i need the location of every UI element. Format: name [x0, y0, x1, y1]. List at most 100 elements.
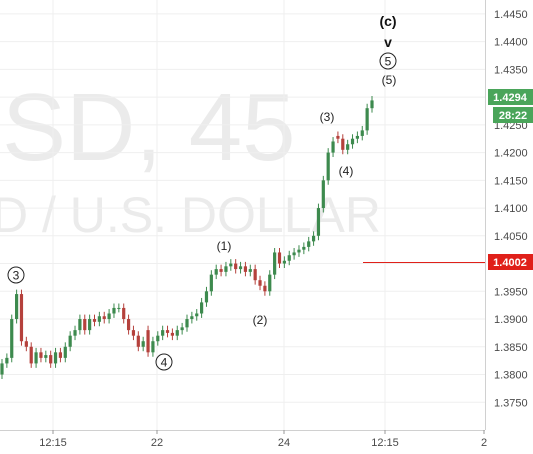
candle-body	[34, 352, 38, 364]
candle-body	[360, 130, 364, 136]
circle-marker-icon	[7, 266, 25, 284]
candle-body	[156, 335, 160, 342]
candle-body	[112, 307, 116, 314]
candle-body	[136, 335, 140, 347]
circle-marker-icon	[155, 353, 173, 371]
candle-body	[336, 135, 340, 139]
candle-body	[209, 274, 213, 292]
x-tick-label: 22	[151, 437, 163, 449]
y-tick-label: 1.4450	[494, 9, 528, 21]
candle-body	[238, 266, 243, 270]
last-price-label: 1.4294	[493, 92, 528, 104]
candle-body	[365, 108, 369, 131]
candle-body	[151, 341, 155, 353]
y-tick-label: 1.3800	[494, 370, 528, 382]
candle-body	[248, 269, 252, 272]
candle-body	[117, 307, 121, 309]
x-tick-label: 12:15	[39, 437, 67, 449]
candle-body	[180, 327, 184, 331]
y-tick-label: 1.4100	[494, 203, 528, 215]
candle-body	[161, 330, 165, 336]
level-price-label: 1.4002	[493, 257, 527, 269]
candle-body	[92, 319, 97, 322]
candle-body	[253, 269, 257, 281]
candle-body	[204, 291, 209, 303]
wave-label: (1)	[217, 239, 232, 253]
y-tick-label: 1.3750	[494, 397, 528, 409]
candles	[0, 95, 374, 379]
y-tick-label: 1.3900	[494, 314, 528, 326]
candle-body	[200, 302, 204, 314]
candle-body	[224, 266, 228, 272]
candle-body	[78, 319, 82, 331]
x-tick-label: 24	[278, 437, 290, 449]
candle-body	[58, 352, 63, 358]
y-tick-label: 1.4400	[494, 37, 528, 49]
candle-body	[277, 252, 282, 264]
candle-body	[88, 319, 92, 331]
candle-body	[15, 294, 19, 320]
candle-body	[83, 319, 87, 331]
y-tick-label: 1.4050	[494, 231, 528, 243]
candle-body	[68, 335, 72, 347]
x-tick-label: 12:15	[371, 437, 399, 449]
candle-body	[10, 319, 14, 358]
price-axis[interactable]	[485, 0, 533, 430]
wave-label: (4)	[339, 164, 354, 178]
wave-label: v	[384, 34, 392, 50]
candle-body	[302, 246, 306, 250]
watermark-symbol: SD, 45	[2, 74, 295, 181]
last-price-badge: 1.4294	[488, 89, 533, 105]
wave-label: (3)	[320, 110, 335, 124]
y-tick-label: 1.4150	[494, 175, 528, 187]
candle-body	[24, 341, 28, 347]
candle-body	[243, 266, 248, 272]
candle-body	[307, 241, 311, 247]
candle-body	[229, 263, 233, 267]
candle-body	[175, 330, 179, 336]
candle-body	[97, 316, 101, 322]
candle-body	[273, 252, 277, 275]
candle-body	[5, 357, 9, 364]
grid	[0, 0, 485, 430]
candle-body	[311, 235, 316, 242]
candle-body	[326, 152, 330, 181]
candle-body	[29, 346, 33, 364]
candle-body	[44, 355, 48, 358]
wave-label: (c)	[379, 13, 396, 29]
x-tick-label: 2	[481, 437, 487, 449]
candle-body	[370, 100, 374, 109]
candle-body	[141, 341, 145, 347]
y-tick-label: 1.4350	[494, 64, 528, 76]
y-tick-label: 1.3850	[494, 342, 528, 354]
y-tick-label: 1.3950	[494, 286, 528, 298]
level-price-badge: 1.4002	[488, 254, 533, 270]
candle-body	[190, 316, 194, 320]
candle-body	[195, 313, 199, 317]
candle-body	[107, 313, 111, 320]
time-axis[interactable]	[0, 430, 533, 454]
candle-body	[146, 330, 150, 353]
circle-marker-icon	[379, 52, 397, 70]
wave-label: 3	[13, 269, 20, 283]
wave-label: (5)	[382, 73, 397, 87]
candle-body	[0, 363, 4, 375]
candle-body	[263, 285, 267, 292]
wave-annotations[interactable]: 3 (1) (2) 4 (3) (4) (c) v 5 (5)	[7, 13, 397, 371]
candle-body	[73, 330, 77, 336]
candle-body	[258, 280, 262, 286]
y-tick-label: 1.4200	[494, 148, 528, 160]
candle-body	[355, 135, 359, 139]
candle-body	[234, 263, 238, 270]
price-axis-ticks: 1.44501.44001.43501.43001.42501.42001.41…	[494, 9, 528, 409]
candle-body	[131, 330, 136, 336]
candle-body	[122, 307, 126, 320]
candle-body	[63, 346, 67, 358]
wave-label: (2)	[253, 313, 268, 327]
candle-body	[297, 249, 301, 253]
candle-body	[268, 274, 272, 292]
candle-body	[102, 316, 106, 320]
candle-body	[341, 138, 345, 150]
candle-body	[165, 330, 170, 333]
